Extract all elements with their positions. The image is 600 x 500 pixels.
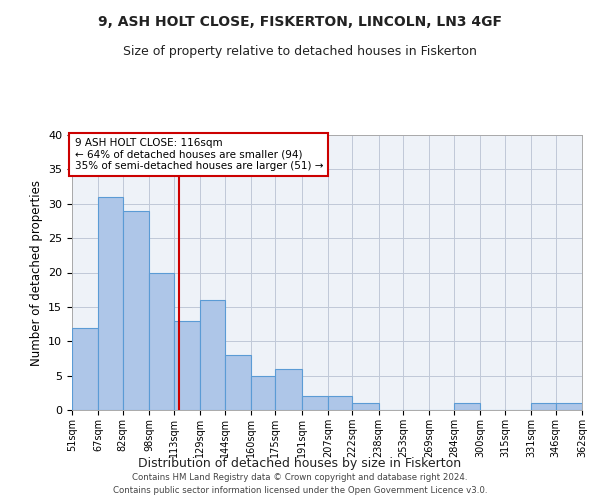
Bar — [352, 403, 379, 410]
Bar — [123, 210, 149, 410]
Bar — [98, 197, 123, 410]
Text: 9, ASH HOLT CLOSE, FISKERTON, LINCOLN, LN3 4GF: 9, ASH HOLT CLOSE, FISKERTON, LINCOLN, L… — [98, 15, 502, 29]
Bar — [328, 396, 352, 410]
Bar — [251, 376, 275, 410]
Bar — [454, 403, 481, 410]
Bar — [531, 403, 556, 410]
Bar — [149, 272, 173, 410]
Text: 9 ASH HOLT CLOSE: 116sqm
← 64% of detached houses are smaller (94)
35% of semi-d: 9 ASH HOLT CLOSE: 116sqm ← 64% of detach… — [74, 138, 323, 171]
Bar — [224, 355, 251, 410]
Y-axis label: Number of detached properties: Number of detached properties — [29, 180, 43, 366]
Text: Contains HM Land Registry data © Crown copyright and database right 2024.
Contai: Contains HM Land Registry data © Crown c… — [113, 474, 487, 495]
Text: Size of property relative to detached houses in Fiskerton: Size of property relative to detached ho… — [123, 45, 477, 58]
Bar — [302, 396, 328, 410]
Bar — [200, 300, 224, 410]
Bar — [72, 328, 98, 410]
Bar — [173, 320, 200, 410]
Bar — [556, 403, 582, 410]
Bar — [275, 369, 302, 410]
Text: Distribution of detached houses by size in Fiskerton: Distribution of detached houses by size … — [139, 458, 461, 470]
